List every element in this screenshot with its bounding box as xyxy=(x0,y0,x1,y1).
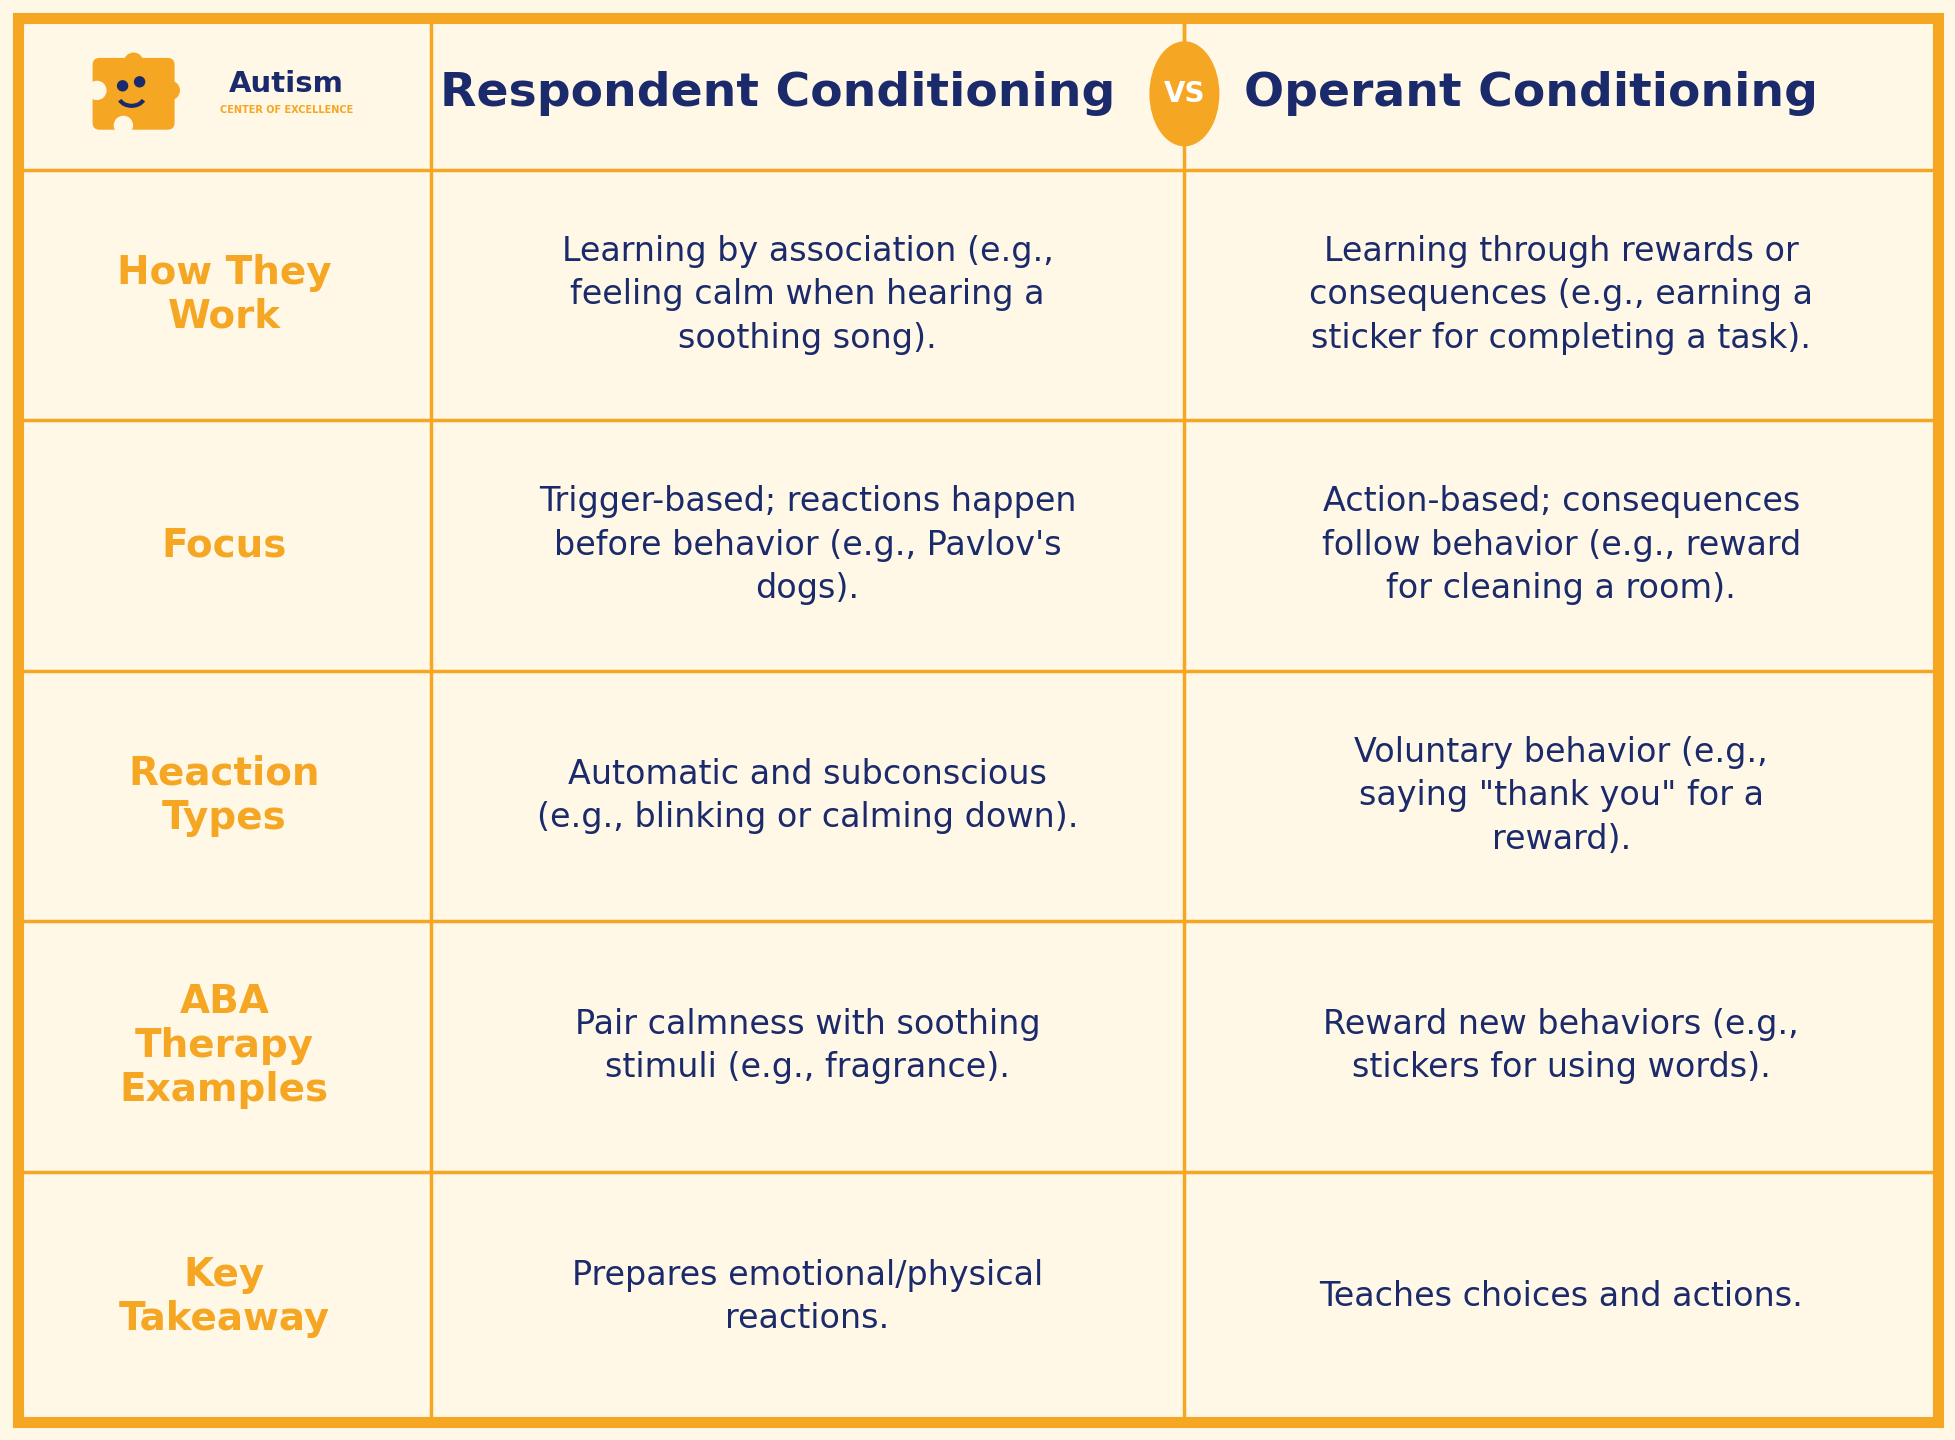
Text: ABA
Therapy
Examples: ABA Therapy Examples xyxy=(119,984,328,1109)
Text: Focus: Focus xyxy=(162,527,287,564)
Text: VS: VS xyxy=(1163,79,1204,108)
Text: Operant Conditioning: Operant Conditioning xyxy=(1243,72,1816,117)
Circle shape xyxy=(125,53,143,71)
Text: Reaction
Types: Reaction Types xyxy=(129,755,321,837)
Circle shape xyxy=(88,82,106,99)
Text: Respondent Conditioning: Respondent Conditioning xyxy=(440,72,1114,117)
Text: Automatic and subconscious
(e.g., blinking or calming down).: Automatic and subconscious (e.g., blinki… xyxy=(536,757,1077,834)
Text: Pair calmness with soothing
stimuli (e.g., fragrance).: Pair calmness with soothing stimuli (e.g… xyxy=(575,1008,1040,1084)
Text: Trigger-based; reactions happen
before behavior (e.g., Pavlov's
dogs).: Trigger-based; reactions happen before b… xyxy=(538,485,1075,605)
Text: Prepares emotional/physical
reactions.: Prepares emotional/physical reactions. xyxy=(571,1259,1042,1335)
Text: Learning through rewards or
consequences (e.g., earning a
sticker for completing: Learning through rewards or consequences… xyxy=(1308,235,1812,354)
Circle shape xyxy=(113,117,133,134)
Text: CENTER OF EXCELLENCE: CENTER OF EXCELLENCE xyxy=(219,105,352,115)
Circle shape xyxy=(160,82,180,99)
Text: Reward new behaviors (e.g.,
stickers for using words).: Reward new behaviors (e.g., stickers for… xyxy=(1324,1008,1799,1084)
Ellipse shape xyxy=(1150,42,1218,147)
Text: How They
Work: How They Work xyxy=(117,253,332,336)
Circle shape xyxy=(117,81,127,91)
Text: Autism: Autism xyxy=(229,69,344,98)
Text: Teaches choices and actions.: Teaches choices and actions. xyxy=(1318,1280,1803,1313)
Circle shape xyxy=(135,76,145,86)
Text: Action-based; consequences
follow behavior (e.g., reward
for cleaning a room).: Action-based; consequences follow behavi… xyxy=(1322,485,1801,605)
Text: Voluntary behavior (e.g.,
saying "thank you" for a
reward).: Voluntary behavior (e.g., saying "thank … xyxy=(1353,736,1767,855)
Text: Learning by association (e.g.,
feeling calm when hearing a
soothing song).: Learning by association (e.g., feeling c… xyxy=(561,235,1054,354)
FancyBboxPatch shape xyxy=(92,58,174,130)
Text: Key
Takeaway: Key Takeaway xyxy=(119,1256,330,1338)
